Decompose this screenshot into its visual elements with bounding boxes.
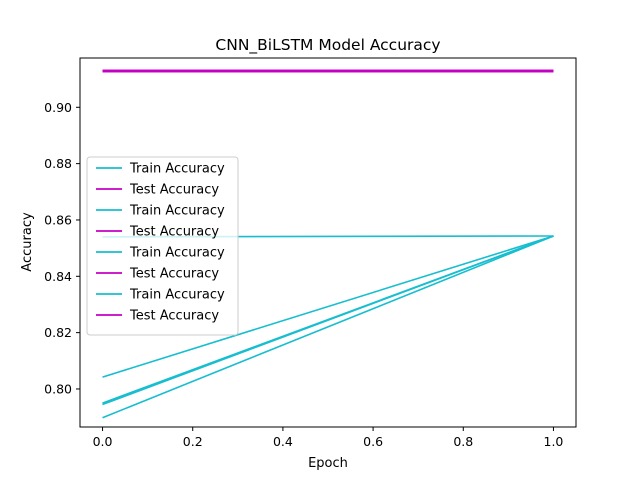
x-axis-ticks: 0.0 0.2 0.4 0.6 0.8 1.0	[93, 427, 564, 449]
y-axis-label: Accuracy	[20, 212, 35, 272]
x-tick-label: 1.0	[544, 434, 564, 449]
legend-label: Test Accuracy	[129, 309, 219, 324]
legend-label: Train Accuracy	[129, 246, 225, 261]
legend-label: Test Accuracy	[129, 183, 219, 198]
legend-label: Test Accuracy	[129, 267, 219, 282]
y-tick-label: 0.90	[44, 100, 72, 115]
x-axis-label: Epoch	[308, 456, 348, 471]
legend: Train Accuracy Test Accuracy Train Accurac…	[86, 156, 239, 336]
plot-frame	[79, 57, 577, 428]
legend-label: Train Accuracy	[129, 162, 225, 177]
y-axis-ticks: 0.80 0.82 0.84 0.86 0.88 0.90	[44, 100, 80, 396]
y-tick-label: 0.82	[44, 325, 72, 340]
chart-title: CNN_BiLSTM Model Accuracy	[215, 36, 440, 55]
x-tick-label: 0.6	[363, 434, 383, 449]
x-tick-label: 0.4	[273, 434, 293, 449]
y-tick-label: 0.84	[44, 269, 72, 284]
x-tick-label: 0.2	[183, 434, 203, 449]
y-tick-label: 0.80	[44, 381, 72, 396]
legend-box	[86, 156, 239, 336]
series-line-9-train	[102, 235, 554, 404]
legend-label: Train Accuracy	[129, 288, 225, 303]
y-tick-label: 0.88	[44, 156, 72, 171]
legend-label: Train Accuracy	[129, 204, 225, 219]
x-tick-label: 0.0	[93, 434, 113, 449]
legend-label: Test Accuracy	[129, 225, 219, 240]
series-line-1-train	[102, 235, 554, 378]
series-line-7-train	[102, 235, 554, 419]
x-tick-label: 0.8	[453, 434, 473, 449]
y-tick-label: 0.86	[44, 212, 72, 227]
